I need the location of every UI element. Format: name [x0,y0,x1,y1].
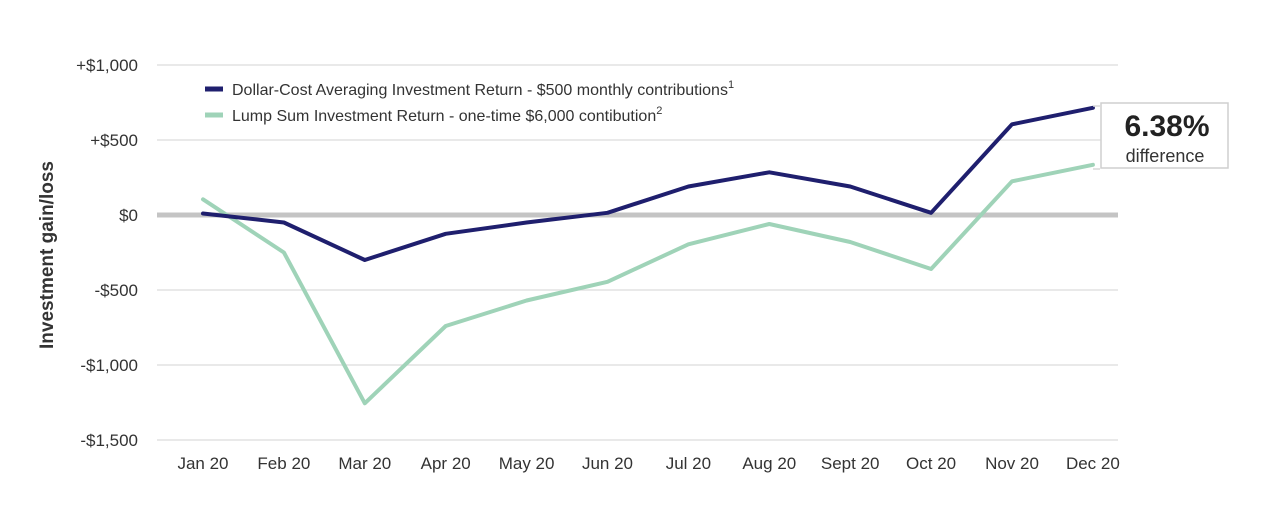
x-tick-labels: Jan 20 Feb 20 Mar 20 Apr 20 May 20 Jun 20 Jul … [177,454,1119,473]
callout-value: 6.38% [1124,110,1209,143]
x-tick-label: Aug 20 [742,454,796,473]
legend-footnote: 1 [728,79,734,91]
x-tick-label: Feb 20 [257,454,310,473]
x-tick-label: Mar 20 [338,454,391,473]
callout-box [1100,102,1229,169]
y-tick-label: -$500 [95,281,138,300]
legend-label: Dollar-Cost Averaging Investment Return … [232,79,734,99]
series-lines [201,105,1095,406]
y-tick-label: -$1,000 [80,356,138,375]
legend: Dollar-Cost Averaging Investment Return … [205,79,734,125]
legend-label-text: Lump Sum Investment Return - one-time $6… [232,108,656,125]
series-line-lump-sum [201,162,1095,406]
x-tick-label: Jul 20 [666,454,711,473]
legend-label: Lump Sum Investment Return - one-time $6… [232,105,662,125]
callout-label: difference [1126,146,1205,166]
x-tick-label: Oct 20 [906,454,956,473]
legend-label-text: Dollar-Cost Averaging Investment Return … [232,82,728,99]
y-tick-label: $0 [119,206,138,225]
series-line-dollar-cost-averaging [201,105,1095,262]
difference-callout: 6.38% difference [1093,102,1229,170]
x-tick-label: May 20 [499,454,555,473]
x-tick-label: Apr 20 [421,454,471,473]
y-tick-label: +$1,000 [76,56,138,75]
x-tick-label: Nov 20 [985,454,1039,473]
x-tick-label: Dec 20 [1066,454,1120,473]
x-tick-label: Jun 20 [582,454,633,473]
y-tick-label: +$500 [90,131,138,150]
legend-footnote: 2 [656,105,662,117]
y-axis-title: Investment gain/loss [37,161,58,349]
y-tick-label: -$1,500 [80,431,138,450]
x-tick-label: Jan 20 [177,454,228,473]
y-tick-labels: +$1,000 +$500 $0 -$500 -$1,000 -$1,500 [76,56,138,450]
grid [157,64,1118,441]
x-tick-label: Sept 20 [821,454,880,473]
